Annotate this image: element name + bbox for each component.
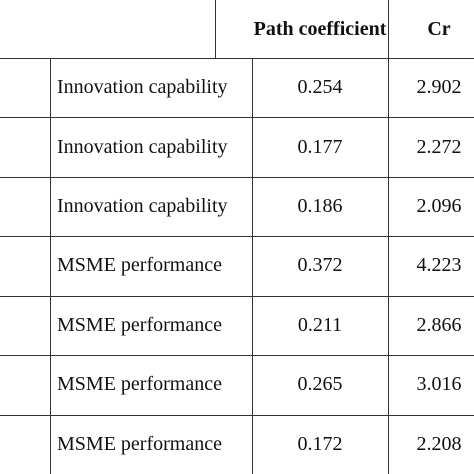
row-border	[0, 414, 474, 416]
value-cell: 0.211	[297, 313, 343, 336]
value-cell: 0.372	[297, 254, 343, 277]
value-cell: 0.172	[297, 432, 343, 455]
value-cell: 0.265	[297, 373, 343, 396]
row-border	[0, 58, 474, 59]
column-border	[252, 58, 253, 474]
value-cell: 4.223	[416, 254, 462, 277]
value-cell: 2.272	[416, 135, 462, 158]
row-label: Innovation capability	[57, 135, 228, 158]
value-cell: 0.177	[297, 135, 343, 158]
row-border	[0, 355, 474, 357]
value-cell: 2.096	[416, 195, 462, 218]
row-border	[0, 295, 474, 297]
value-cell: 2.866	[416, 313, 462, 336]
row-border	[0, 236, 474, 238]
column-border	[50, 58, 51, 474]
value-cell: 3.016	[416, 373, 462, 396]
row-label: MSME performance	[57, 432, 222, 455]
value-cell: 2.902	[416, 76, 462, 99]
row-label: MSME performance	[57, 373, 222, 396]
row-border	[0, 176, 474, 178]
value-cell: 2.208	[416, 432, 462, 455]
row-label: Innovation capability	[57, 195, 228, 218]
row-label: MSME performance	[57, 254, 222, 277]
header-cell: Path coefficient	[253, 17, 387, 40]
row-border	[0, 117, 474, 119]
row-label: MSME performance	[57, 313, 222, 336]
row-label: Innovation capability	[57, 76, 228, 99]
column-border	[215, 0, 216, 58]
value-cell: 0.186	[297, 195, 343, 218]
value-cell: 0.254	[297, 76, 343, 99]
header-cell: Cr	[427, 17, 451, 40]
